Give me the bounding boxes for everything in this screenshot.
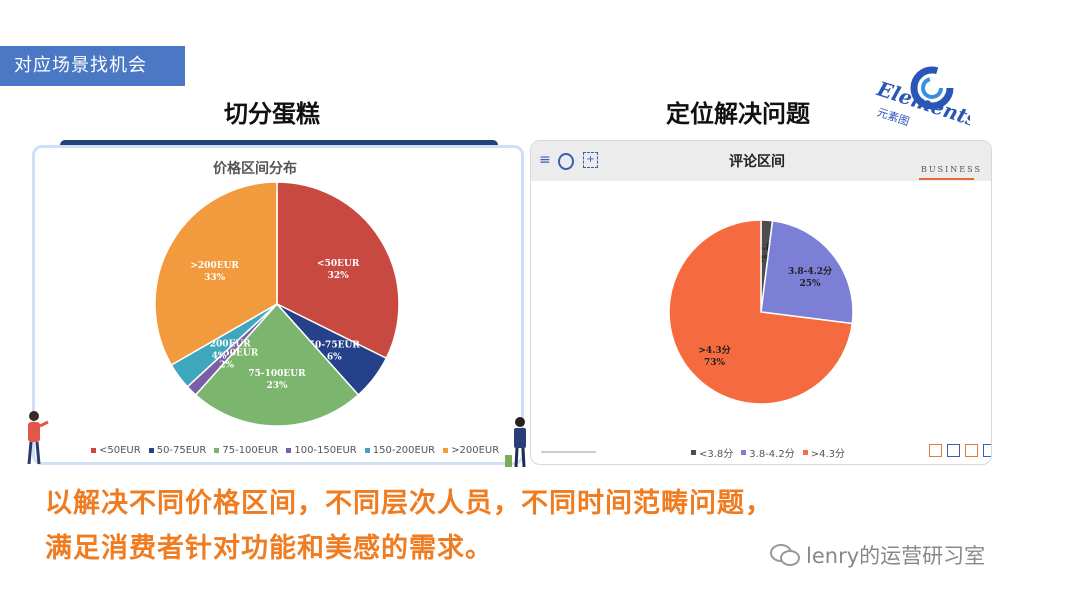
price-legend: <50EUR 50-75EUR 75-100EUR 100-150EUR 150-200…	[91, 445, 499, 456]
building-icon[interactable]	[947, 444, 960, 457]
price-chart-title: 价格区间分布	[213, 161, 297, 177]
review-chart-title: 评论区间	[729, 154, 785, 170]
legend-item[interactable]: 100-150EUR	[286, 445, 357, 456]
panel-toolbar	[531, 141, 991, 181]
legend-label: 3.8-4.2分	[749, 449, 795, 460]
slice-value-label: 25%	[799, 279, 821, 289]
add-icon[interactable]: +	[583, 152, 598, 168]
slice-label: >4.3分	[698, 344, 730, 356]
legend-item[interactable]: 150-200EUR	[364, 445, 436, 456]
slice-value-label: 23%	[266, 381, 288, 391]
slice-value-label: 73%	[704, 358, 726, 368]
slice-label: 3.8-4.2分	[788, 265, 832, 277]
slice-value-label: 4%	[212, 352, 227, 362]
toolbar-icons	[929, 444, 991, 457]
legend-item[interactable]: <3.8分	[691, 445, 733, 460]
legend-item[interactable]: 3.8-4.2分	[741, 445, 795, 460]
legend-label: <3.8分	[699, 449, 734, 460]
price-pie-chart: <50EUR 32% 50-75EUR 6% 75-100EUR 23% 100-150EU…	[154, 181, 400, 427]
review-legend: <3.8分 3.8-4.2分 >4.3分	[691, 445, 845, 460]
slice-label: 75-100EUR	[248, 369, 306, 379]
legend-swatch	[286, 448, 292, 453]
legend-item[interactable]: <50EUR	[91, 445, 141, 456]
legend-item[interactable]: 50-75EUR	[148, 445, 207, 456]
bottom-text-line1: 以解决不同价格区间，不同层次人员，不同时间范畴问题，	[45, 488, 773, 519]
legend-swatch	[148, 448, 154, 453]
slice-label: 100-150EUR	[195, 348, 259, 358]
elements-logo: Elements 元素图	[870, 62, 981, 142]
pie-slice	[194, 302, 360, 427]
review-chart-panel: ≡ + 评论区间 BUSINESS <3.8分 2% 3.8-4.2分 25% >4.3…	[530, 140, 992, 465]
pie-slice	[154, 181, 278, 367]
image-icon[interactable]	[983, 444, 991, 457]
legend-item[interactable]: >200EUR	[443, 445, 499, 456]
legend-item[interactable]: >4.3分	[802, 445, 846, 460]
pie-slice	[760, 219, 854, 325]
legend-swatch	[691, 450, 696, 455]
slice-label: <50EUR	[317, 259, 360, 269]
legend-swatch	[802, 450, 808, 455]
circle-icon[interactable]	[558, 153, 574, 170]
legend-swatch	[364, 448, 370, 453]
slice-label: >200EUR	[190, 261, 239, 271]
bottom-text-line2: 满足消费者针对功能和美感的需求。	[45, 533, 493, 564]
legend-swatch	[443, 448, 449, 453]
legend-label: 75-100EUR	[222, 445, 279, 456]
legend-swatch	[214, 448, 220, 453]
legend-label: >200EUR	[451, 445, 500, 456]
slice-value-label: 2%	[219, 360, 234, 370]
pie-slice	[276, 181, 400, 360]
slice-label: 150-200EUR	[187, 340, 251, 350]
scroll-track[interactable]	[541, 451, 596, 453]
slice-value-label: 2%	[757, 255, 772, 265]
left-heading: 切分蛋糕	[224, 100, 320, 128]
pie-slice	[668, 219, 854, 405]
brand-label: BUSINESS	[921, 165, 982, 174]
legend-swatch	[91, 448, 96, 453]
legend-label: 100-150EUR	[294, 445, 357, 456]
slice-value-label: 32%	[328, 271, 350, 281]
slice-value-label: 6%	[327, 353, 342, 363]
calendar-icon[interactable]	[929, 444, 942, 457]
menu-icon[interactable]: ≡	[539, 152, 551, 168]
legend-swatch	[741, 450, 747, 455]
watermark-text: lenry的运营研习室	[806, 544, 986, 568]
legend-label: >4.3分	[810, 449, 846, 460]
woman-figure-icon	[27, 411, 49, 465]
brand-underline	[919, 178, 974, 180]
legend-label: 150-200EUR	[372, 445, 436, 456]
document-icon[interactable]	[965, 444, 978, 457]
legend-label: 50-75EUR	[156, 445, 207, 456]
right-heading: 定位解决问题	[666, 100, 810, 128]
slice-value-label: 33%	[204, 273, 226, 283]
wechat-icon	[770, 544, 800, 566]
legend-label: <50EUR	[99, 445, 141, 456]
section-tag: 对应场景找机会	[0, 46, 185, 86]
man-figure-icon	[505, 417, 526, 468]
price-chart-panel: 价格区间分布 <50EUR 32% 50-75EUR 6% 75-100EUR 23% 10…	[32, 145, 524, 465]
legend-item[interactable]: 75-100EUR	[214, 445, 278, 456]
slice-label: 50-75EUR	[309, 341, 360, 351]
watermark: lenry的运营研习室	[770, 540, 985, 570]
